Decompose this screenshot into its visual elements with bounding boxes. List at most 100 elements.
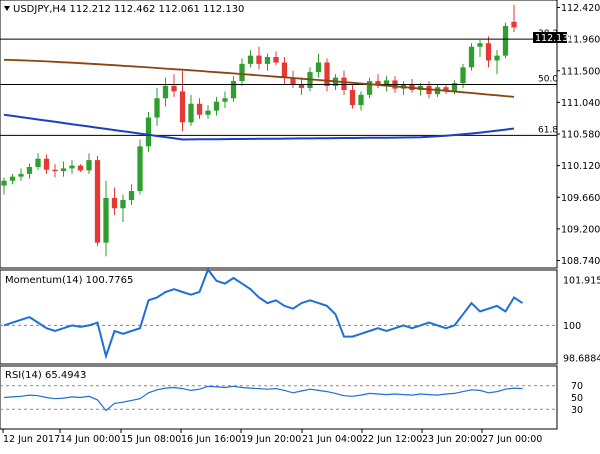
candle-body	[281, 62, 288, 78]
candle-body	[290, 77, 296, 85]
candle-body	[43, 158, 50, 170]
candle-body	[145, 117, 152, 147]
rsi-title: RSI(14) 65.4943	[5, 370, 86, 381]
collapse-triangle-icon[interactable]	[4, 6, 10, 11]
momentum-marks	[0, 267, 557, 360]
candle-body	[52, 169, 58, 172]
candle-body	[103, 197, 109, 243]
candle-body	[383, 80, 390, 85]
fib-level-label: 61.8	[538, 125, 558, 135]
momentum-panel: Momentum(14) 100.7765 101.9156 100 98.6884	[0, 267, 600, 365]
candle-body	[111, 197, 118, 209]
momentum-tick-label: 101.9156	[563, 276, 600, 287]
candle-body	[222, 98, 228, 102]
candle-body	[120, 200, 126, 209]
candle-body	[247, 55, 254, 64]
candle-body	[256, 55, 262, 64]
candle-body	[94, 160, 101, 243]
price-tick-label: 109.660	[561, 193, 600, 204]
candle-body	[460, 67, 466, 84]
candle-body	[128, 191, 135, 200]
momentum-tick-label: 100	[563, 321, 581, 332]
price-overlays: 38.250.061.8	[0, 29, 558, 141]
price-marks	[1, 4, 517, 257]
candle-body	[1, 180, 7, 186]
momentum-line	[3, 267, 524, 360]
candle-body	[477, 43, 483, 47]
candle-body	[205, 110, 211, 115]
candle-body	[494, 55, 500, 61]
candle-body	[230, 81, 237, 99]
time-tick-label: 22 Jun 12:00	[362, 434, 422, 445]
time-tick-label: 15 Jun 08:00	[121, 434, 181, 445]
candle-body	[451, 83, 458, 92]
price-tick-label: 111.960	[561, 35, 600, 46]
candle-body	[69, 165, 75, 169]
price-panel: 38.250.061.8 112.420111.960111.500111.04…	[0, 0, 600, 269]
rsi-tick-label: 70	[571, 381, 583, 392]
time-tick-label: 27 Jun 00:00	[482, 434, 542, 445]
candle-body	[213, 101, 220, 111]
candle-body	[315, 62, 322, 73]
candle-body	[485, 43, 492, 61]
candle-body	[502, 26, 509, 56]
time-tick-label: 16 Jun 16:00	[181, 434, 241, 445]
candle-body	[26, 167, 33, 174]
candle-body	[162, 85, 169, 99]
candle-body	[341, 77, 347, 90]
momentum-title: Momentum(14) 100.7765	[5, 275, 133, 286]
candle-body	[9, 176, 16, 181]
price-tick-label: 110.120	[561, 161, 600, 172]
candle-body	[18, 173, 24, 177]
rsi-tick-label: 50	[571, 393, 583, 404]
candle-body	[60, 168, 67, 172]
candle-body	[298, 84, 305, 88]
price-tick-label: 111.500	[561, 66, 600, 77]
time-tick-label: 19 Jun 20:00	[241, 434, 301, 445]
fib-level-label: 50.0	[538, 75, 558, 85]
time-tick-label: 21 Jun 04:00	[302, 434, 362, 445]
candle-body	[239, 63, 245, 82]
rsi-marks	[0, 385, 557, 412]
moving-average-brown	[3, 58, 515, 98]
price-tick-label: 109.200	[561, 224, 600, 235]
candle-body	[154, 98, 160, 118]
price-tick-label: 112.420	[561, 3, 600, 14]
candle-body	[366, 81, 373, 95]
price-tick-label: 110.580	[561, 130, 600, 141]
momentum-panel-frame	[0, 269, 558, 365]
candle-body	[188, 103, 194, 123]
current-price-box	[533, 32, 567, 43]
candle-body	[264, 57, 271, 64]
candle-body	[443, 87, 449, 92]
moving-average-blue	[3, 113, 515, 141]
rsi-tick-label: 30	[571, 405, 583, 416]
price-tick-label: 108.740	[561, 256, 600, 267]
price-axis: 112.420 111.960 111.500 111.040 110.580 110.1…	[557, 3, 600, 267]
candle-body	[86, 160, 92, 171]
price-title: USDJPY,H4 112.212 112.462 112.061 112.13…	[13, 4, 244, 15]
candle-body	[273, 57, 279, 63]
candle-body	[375, 81, 381, 85]
price-tick-label: 111.040	[561, 98, 600, 109]
candle-body	[179, 91, 186, 123]
rsi-line	[3, 385, 523, 412]
momentum-tick-label: 98.6884	[563, 354, 600, 365]
current-price-label: 112.130	[535, 33, 574, 44]
candle-body	[171, 85, 177, 92]
candle-body	[349, 90, 356, 106]
time-tick-label: 12 Jun 2017	[3, 434, 60, 445]
candle-body	[196, 103, 203, 115]
candle-body	[35, 158, 41, 167]
candle-body	[468, 46, 475, 68]
candle-body	[358, 94, 364, 106]
candle-body	[137, 146, 143, 192]
candle-body	[511, 21, 517, 28]
momentum-axis: 101.9156 100 98.6884	[563, 276, 600, 365]
candle-body	[324, 62, 330, 86]
time-axis: 12 Jun 2017 14 Jun 00:00 15 Jun 08:00 16 Ju…	[2, 429, 542, 445]
